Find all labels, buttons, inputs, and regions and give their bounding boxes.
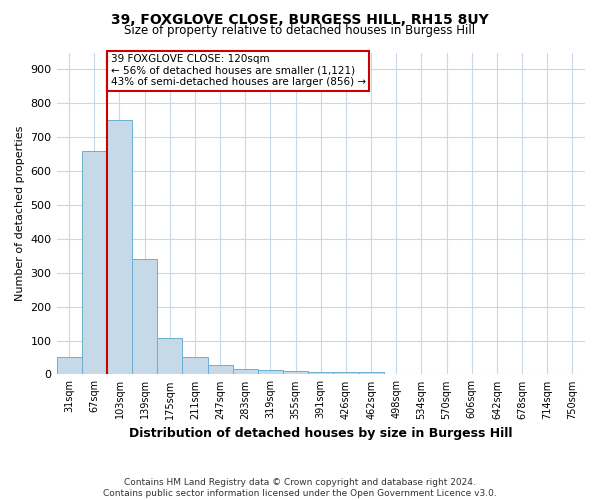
Y-axis label: Number of detached properties: Number of detached properties — [15, 126, 25, 301]
Bar — [157, 338, 182, 374]
Bar — [233, 370, 258, 374]
Bar — [359, 372, 383, 374]
Text: Contains HM Land Registry data © Crown copyright and database right 2024.
Contai: Contains HM Land Registry data © Crown c… — [103, 478, 497, 498]
Bar — [283, 371, 308, 374]
Bar — [82, 151, 107, 374]
Bar — [208, 366, 233, 374]
Bar — [258, 370, 283, 374]
Bar — [308, 372, 334, 374]
Bar — [132, 259, 157, 374]
Bar — [107, 120, 132, 374]
X-axis label: Distribution of detached houses by size in Burgess Hill: Distribution of detached houses by size … — [129, 427, 512, 440]
Bar — [56, 358, 82, 374]
Text: 39, FOXGLOVE CLOSE, BURGESS HILL, RH15 8UY: 39, FOXGLOVE CLOSE, BURGESS HILL, RH15 8… — [111, 12, 489, 26]
Bar — [334, 372, 359, 374]
Bar — [182, 357, 208, 374]
Text: 39 FOXGLOVE CLOSE: 120sqm
← 56% of detached houses are smaller (1,121)
43% of se: 39 FOXGLOVE CLOSE: 120sqm ← 56% of detac… — [110, 54, 366, 88]
Text: Size of property relative to detached houses in Burgess Hill: Size of property relative to detached ho… — [124, 24, 476, 37]
